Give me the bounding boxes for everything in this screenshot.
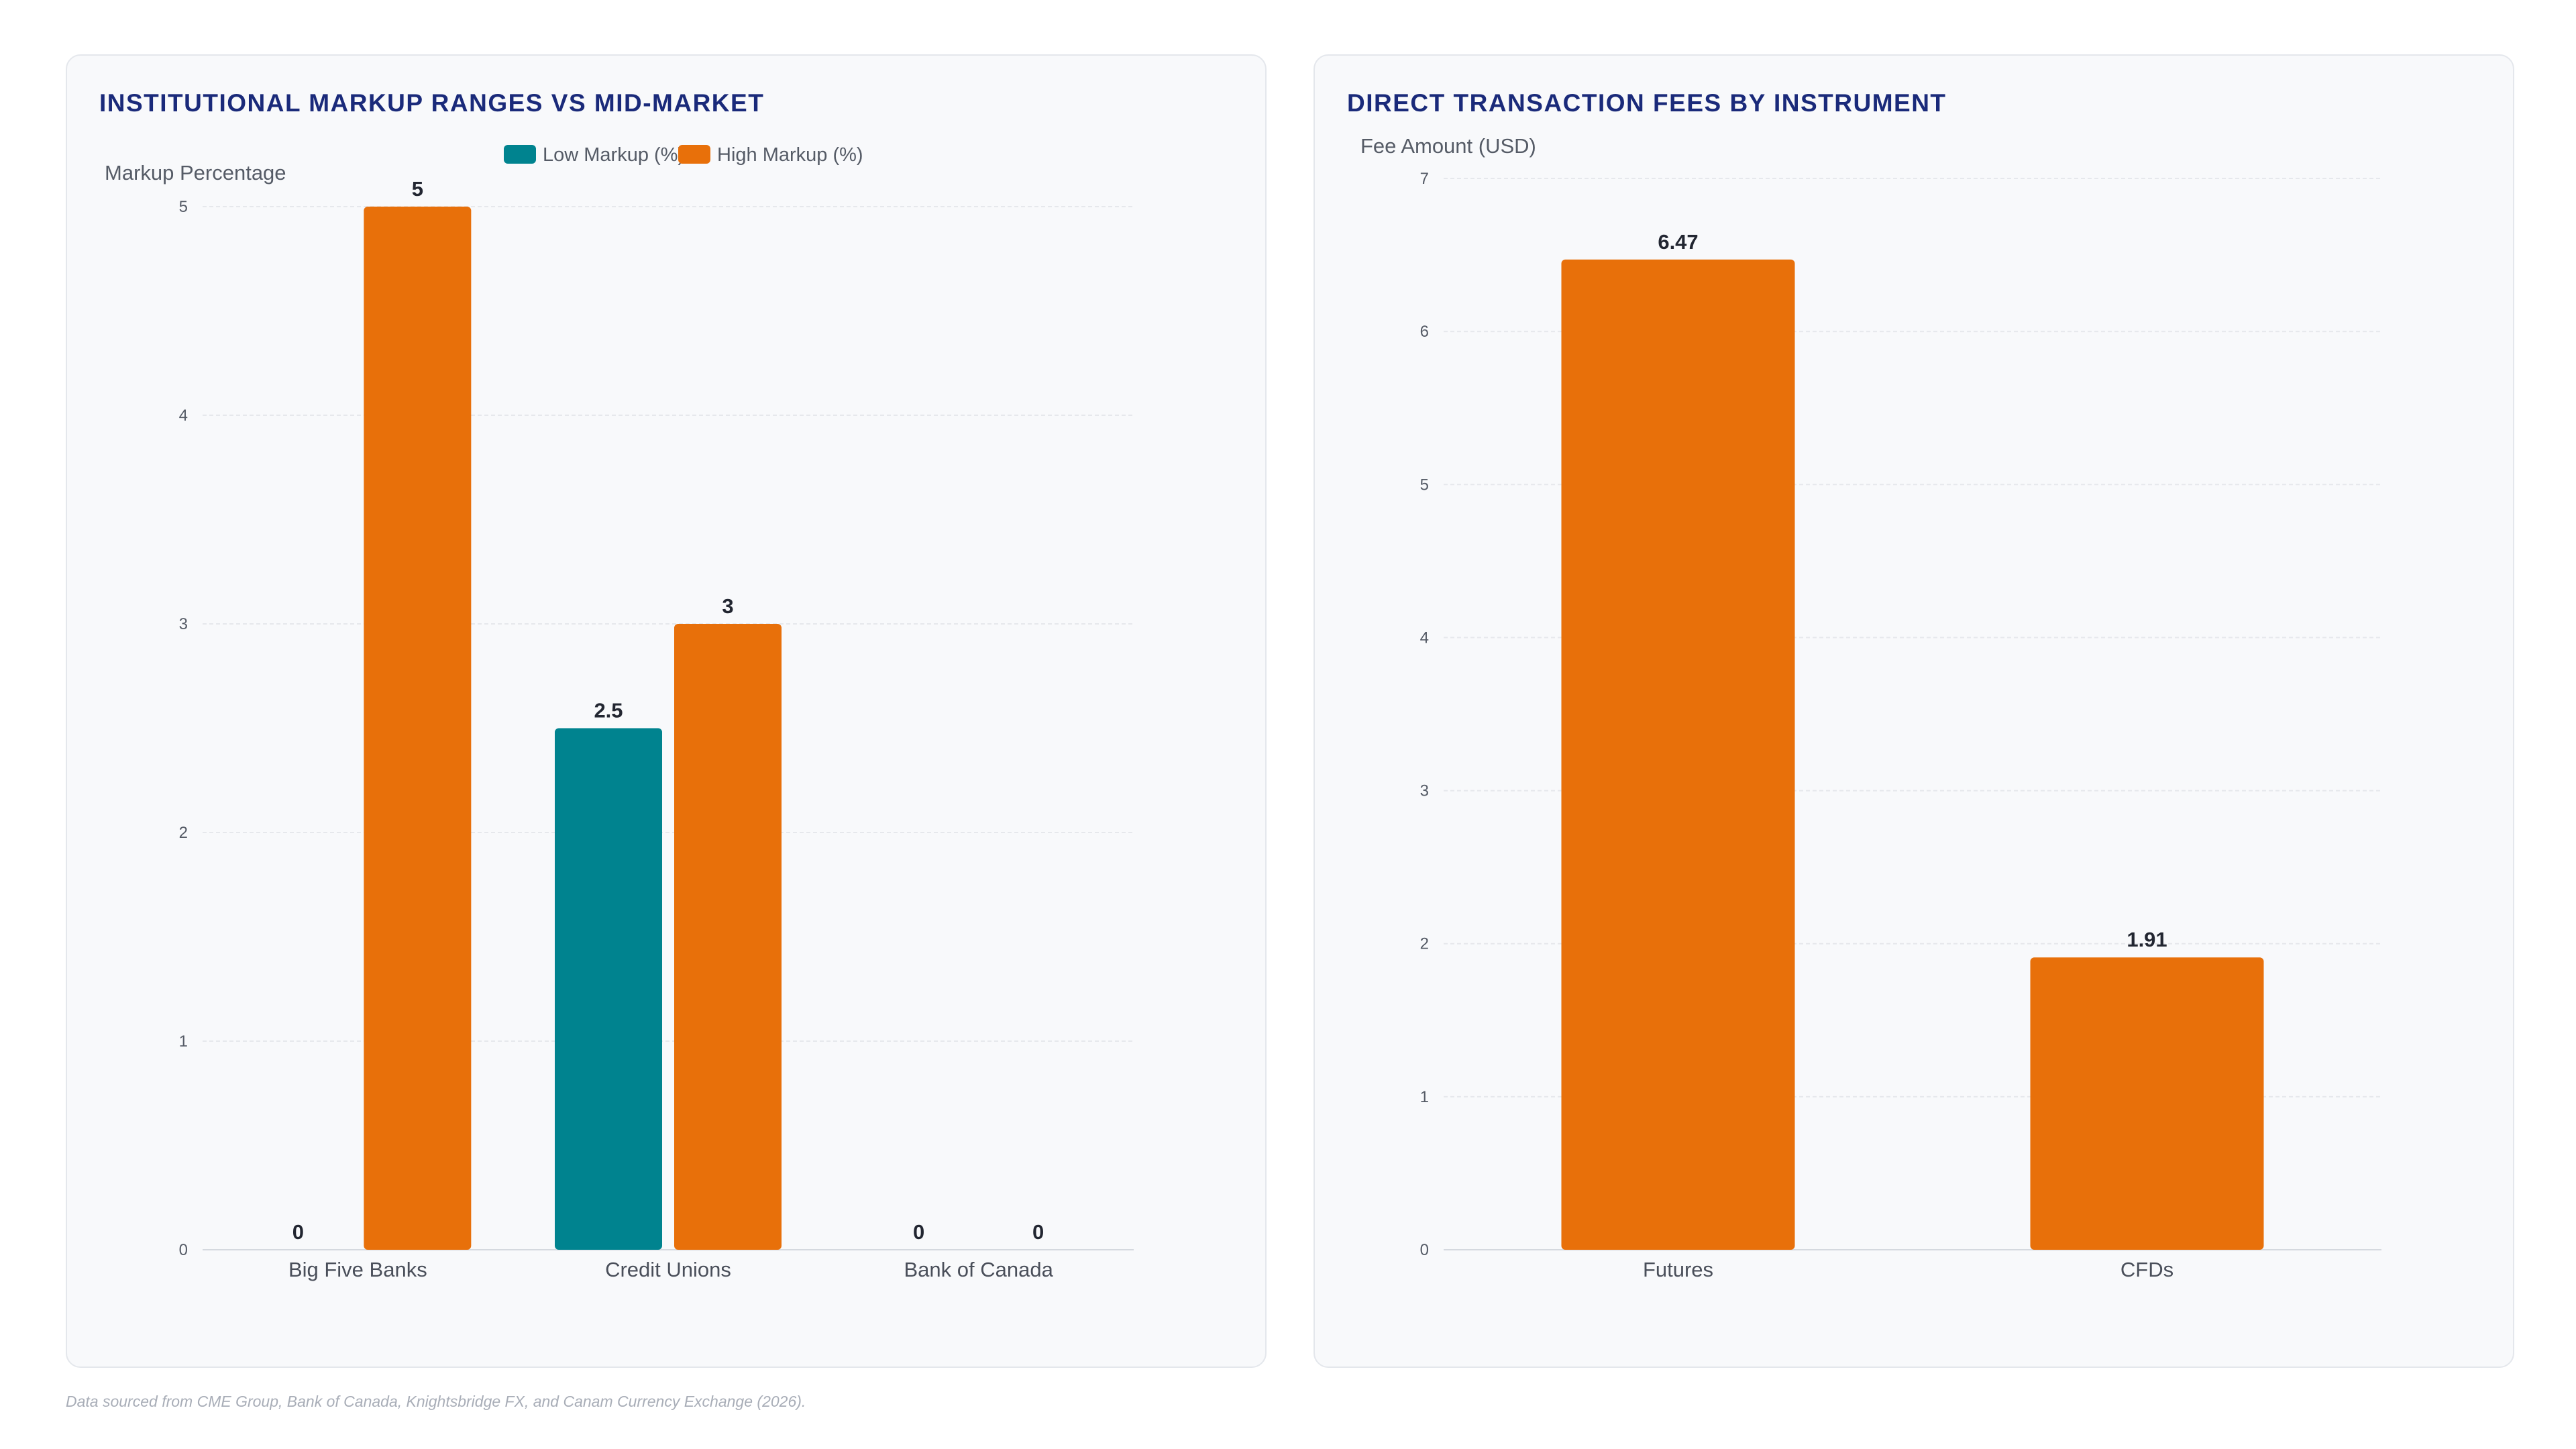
legend-label: High Markup (%) (717, 144, 863, 166)
bar-value-label: 6.47 (1658, 230, 1698, 254)
fees-chart: 0 1 2 3 4 5 6 7 Fee Amount (USD) 6.47 Futures 1.91 C… (1360, 134, 2381, 1281)
x-category-label: Big Five Banks (288, 1258, 427, 1281)
y-axis-title: Fee Amount (USD) (1360, 134, 1536, 158)
y-tick-label: 4 (1420, 629, 1429, 647)
bar-value-label: 2.5 (594, 699, 623, 722)
y-axis-title: Markup Percentage (105, 161, 286, 184)
markup-chart: 0 1 2 3 4 5 Markup Percentage 0 5 Big Five Banks 2… (105, 144, 1134, 1281)
bar (1561, 259, 1795, 1250)
legend-swatch (504, 145, 536, 164)
y-tick-label: 1 (1420, 1088, 1429, 1106)
y-tick-label: 5 (179, 198, 188, 216)
bar (2030, 957, 2264, 1250)
x-category-label: Bank of Canada (904, 1258, 1054, 1281)
y-tick-label: 2 (1420, 935, 1429, 953)
x-category-label: CFDs (2121, 1258, 2174, 1281)
legend-swatch (678, 145, 710, 164)
y-tick-label: 3 (1420, 782, 1429, 800)
x-category-label: Futures (1643, 1258, 1713, 1281)
bar (555, 728, 662, 1250)
bar-value-label: 0 (913, 1220, 924, 1244)
y-tick-label: 3 (179, 615, 188, 633)
bar-value-label: 1.91 (2127, 928, 2167, 951)
bar-value-label: 3 (722, 594, 733, 618)
markup-chart-panel: INSTITUTIONAL MARKUP RANGES VS MID-MARKE… (66, 54, 1267, 1368)
bar-value-label: 0 (1032, 1220, 1044, 1244)
y-tick-label: 7 (1420, 170, 1429, 188)
markup-chart-title: INSTITUTIONAL MARKUP RANGES VS MID-MARKE… (99, 89, 765, 117)
bar (674, 624, 782, 1250)
bar-value-label: 5 (412, 177, 423, 201)
y-tick-label: 5 (1420, 476, 1429, 494)
y-tick-label: 0 (179, 1241, 188, 1259)
legend-label: Low Markup (%) (543, 144, 684, 166)
y-tick-label: 4 (179, 407, 188, 425)
fees-chart-panel: DIRECT TRANSACTION FEES BY INSTRUMENT 0 1… (1313, 54, 2514, 1368)
fees-chart-title: DIRECT TRANSACTION FEES BY INSTRUMENT (1347, 89, 1947, 117)
bar-value-label: 0 (292, 1220, 304, 1244)
y-tick-label: 1 (179, 1032, 188, 1051)
y-tick-label: 2 (179, 824, 188, 842)
x-category-label: Credit Unions (605, 1258, 731, 1281)
source-note: Data sourced from CME Group, Bank of Can… (66, 1393, 806, 1410)
y-tick-label: 6 (1420, 323, 1429, 341)
bar (364, 207, 472, 1250)
y-tick-label: 0 (1420, 1241, 1429, 1259)
